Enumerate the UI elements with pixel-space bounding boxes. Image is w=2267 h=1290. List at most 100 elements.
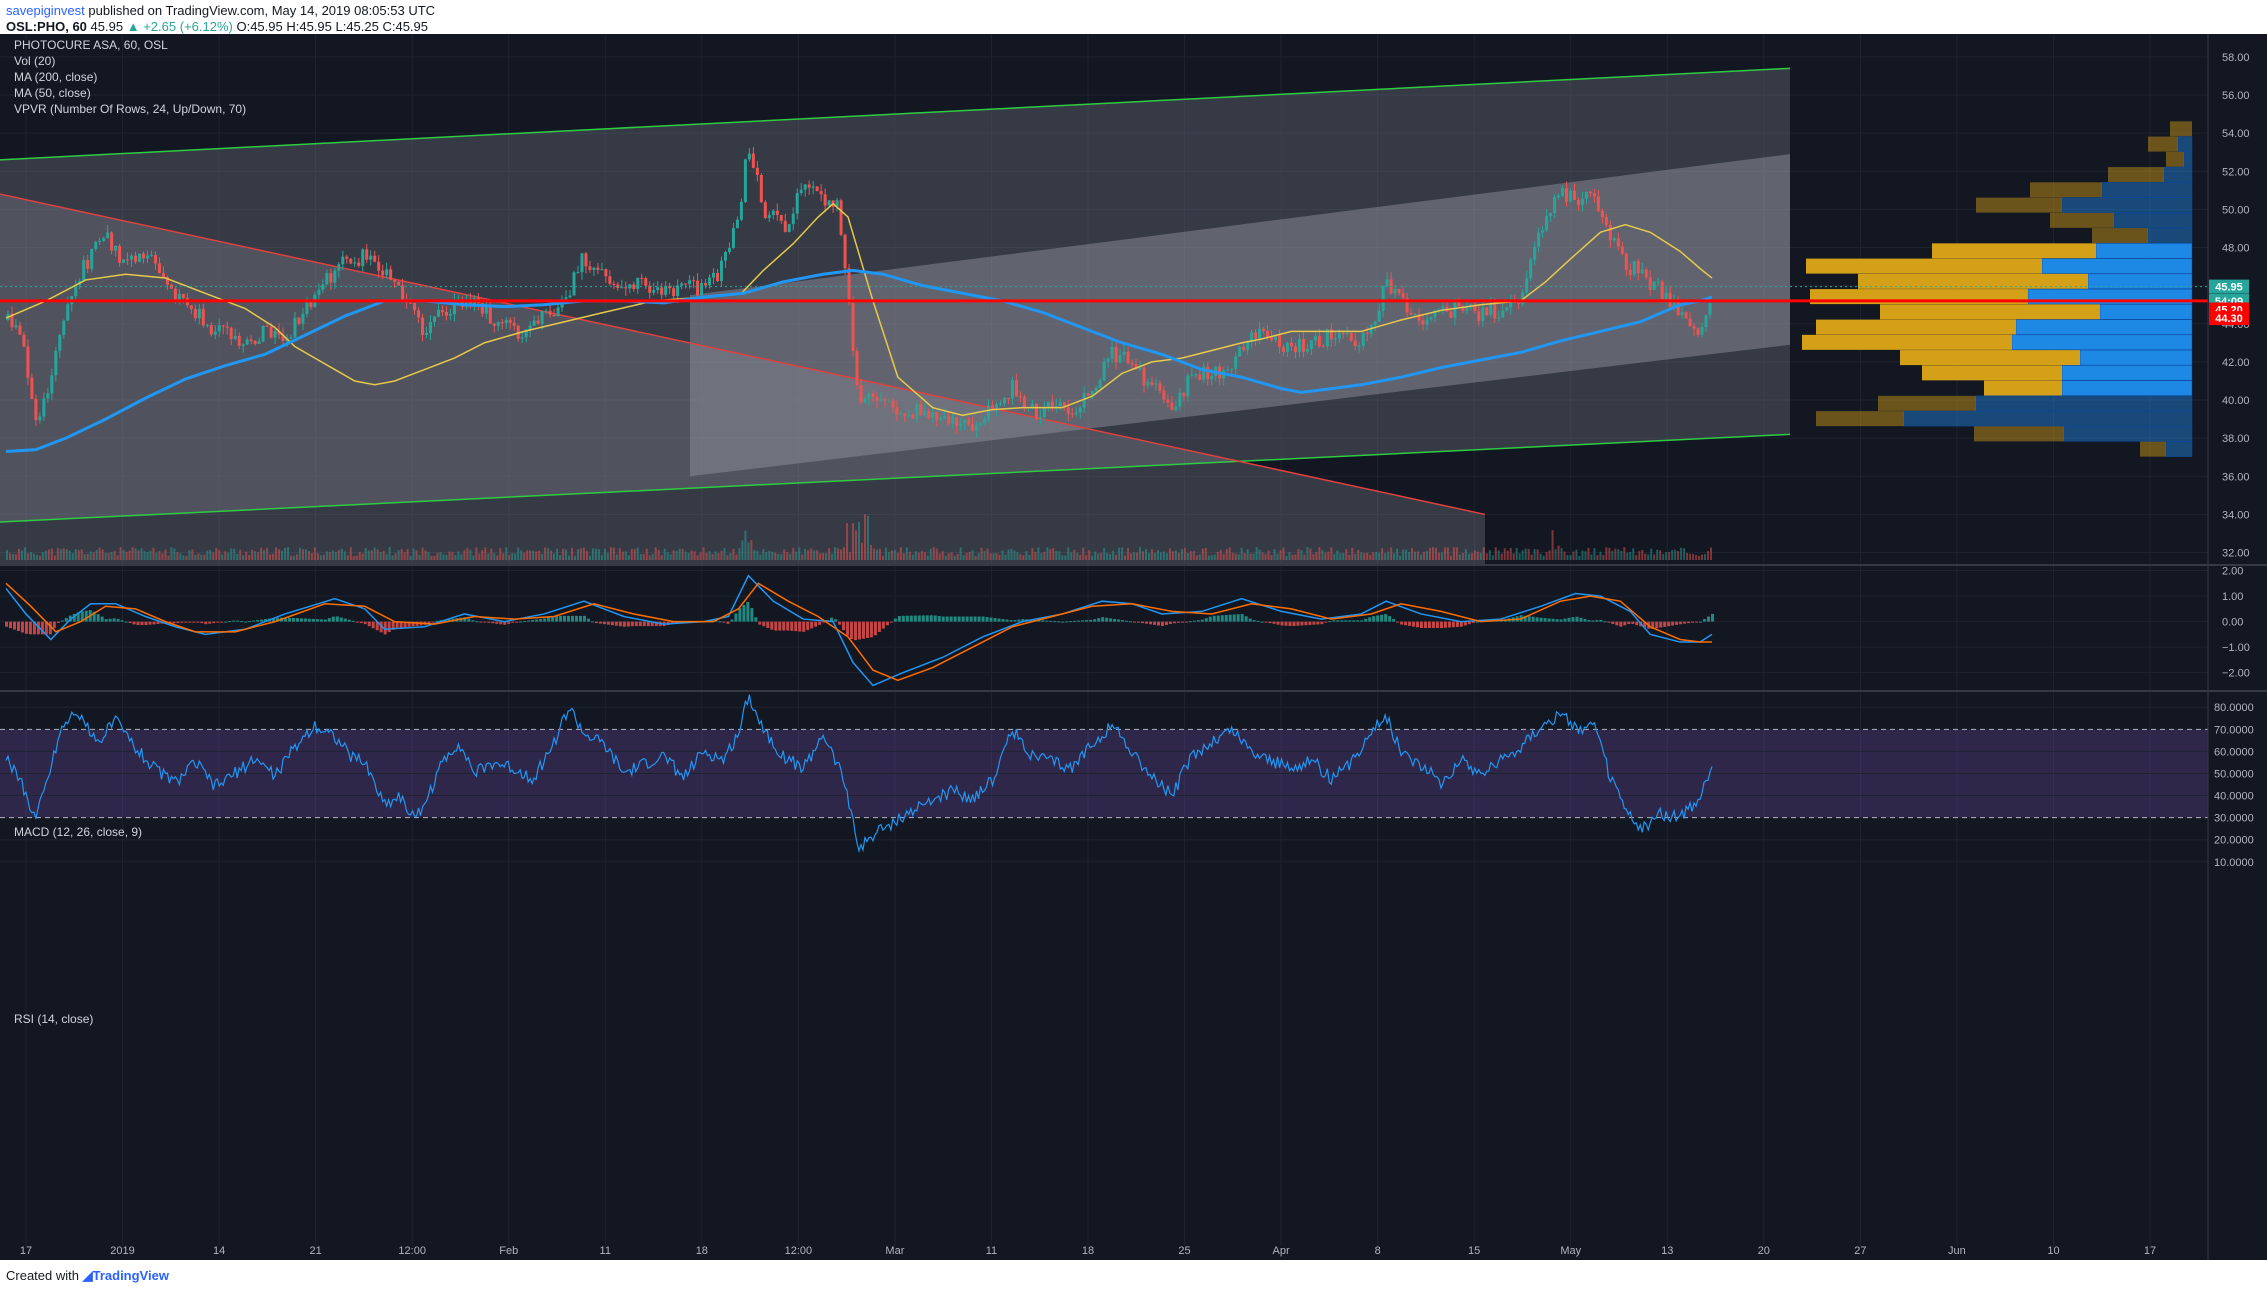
candle-body bbox=[1684, 312, 1688, 319]
candle-body bbox=[1557, 195, 1561, 198]
price-tick-label: 48.00 bbox=[2222, 243, 2250, 255]
macd-histogram-bar bbox=[734, 613, 738, 622]
candle-body bbox=[959, 423, 963, 427]
volume-bar bbox=[606, 552, 609, 560]
macd-histogram-bar bbox=[1595, 620, 1599, 622]
candle-body bbox=[847, 268, 851, 303]
chart-canvas[interactable]: 58.0056.0054.0052.0050.0048.0046.0044.00… bbox=[0, 34, 2267, 1260]
price-axes: 58.0056.0054.0052.0050.0048.0046.0044.00… bbox=[20, 52, 2254, 1257]
volume-bar bbox=[1055, 550, 1058, 560]
time-tick-label: 21 bbox=[310, 1245, 322, 1257]
volume-bar bbox=[6, 550, 8, 560]
candle-body bbox=[919, 403, 923, 416]
volume-bar bbox=[565, 549, 568, 560]
candle-body bbox=[1198, 374, 1202, 380]
volume-bar bbox=[585, 550, 588, 560]
macd-histogram-bar bbox=[594, 621, 598, 624]
volume-bar bbox=[1491, 555, 1494, 560]
volume-bar bbox=[744, 530, 747, 560]
macd-histogram-bar bbox=[1113, 618, 1117, 622]
macd-histogram-bar bbox=[1400, 621, 1404, 625]
volume-bar bbox=[1309, 548, 1312, 560]
candle-body bbox=[684, 283, 688, 285]
volume-bar bbox=[206, 550, 209, 560]
macd-histogram-bar bbox=[1451, 621, 1455, 628]
volume-bar bbox=[816, 550, 819, 560]
vpvr-up-bar bbox=[2061, 197, 2193, 213]
volume-bar bbox=[203, 554, 206, 560]
candle-body bbox=[90, 249, 94, 269]
macd-histogram-bar bbox=[1471, 621, 1475, 623]
volume-bar bbox=[795, 551, 798, 560]
macd-histogram-bar bbox=[1057, 621, 1061, 623]
volume-bar bbox=[696, 555, 699, 560]
candle-body bbox=[181, 293, 185, 299]
candle-body bbox=[1274, 335, 1278, 341]
volume-bar bbox=[678, 548, 681, 560]
macd-histogram-bar bbox=[72, 613, 76, 622]
volume-bar bbox=[421, 547, 424, 560]
candle-body bbox=[696, 280, 700, 296]
macd-histogram-bar bbox=[1427, 621, 1431, 628]
macd-histogram-bar bbox=[646, 621, 650, 627]
volume-bar bbox=[849, 552, 852, 560]
volume-bar bbox=[20, 550, 23, 560]
tradingview-brand[interactable]: TradingView bbox=[92, 1268, 169, 1283]
time-tick-label: 18 bbox=[696, 1245, 708, 1257]
macd-histogram-bar bbox=[722, 621, 726, 623]
candle-body bbox=[1401, 293, 1405, 298]
macd-histogram-bar bbox=[1467, 621, 1471, 625]
candle-body bbox=[1549, 212, 1553, 216]
candle-body bbox=[281, 334, 285, 342]
macd-histogram-bar bbox=[144, 621, 148, 626]
volume-bar bbox=[875, 549, 878, 560]
candle-body bbox=[1337, 333, 1341, 339]
macd-histogram-bar bbox=[248, 621, 252, 623]
volume-bar bbox=[687, 552, 690, 560]
volume-bar bbox=[1282, 547, 1285, 560]
volume-bar bbox=[953, 555, 956, 560]
candle-body bbox=[249, 339, 253, 341]
volume-bar bbox=[1707, 551, 1710, 560]
macd-histogram-bar bbox=[108, 618, 112, 622]
publisher-link[interactable]: savepiginvest bbox=[6, 3, 85, 18]
volume-bar bbox=[995, 553, 998, 560]
candle-body bbox=[1545, 215, 1549, 231]
macd-histogram-bar bbox=[435, 620, 439, 622]
macd-histogram-bar bbox=[399, 621, 403, 628]
macd-histogram-bar bbox=[252, 620, 256, 622]
volume-bar bbox=[1674, 549, 1677, 560]
price-tick-label: 54.00 bbox=[2222, 128, 2250, 140]
volume-bar bbox=[484, 547, 487, 560]
created-with-text: Created with bbox=[6, 1268, 79, 1283]
macd-histogram-bar bbox=[367, 621, 371, 627]
macd-histogram-bar bbox=[1141, 621, 1145, 624]
vpvr-down-bar bbox=[1806, 258, 2042, 274]
volume-bar bbox=[553, 553, 556, 560]
macd-histogram-bar bbox=[1320, 621, 1324, 625]
candle-body bbox=[1397, 289, 1401, 294]
candle-body bbox=[1122, 351, 1126, 355]
candle-body bbox=[863, 398, 867, 403]
price-tick-label: 42.00 bbox=[2222, 357, 2250, 369]
price-badge-label: 44.30 bbox=[2215, 313, 2243, 325]
candle-body bbox=[1457, 301, 1461, 307]
chart-area[interactable]: 58.0056.0054.0052.0050.0048.0046.0044.00… bbox=[0, 34, 2267, 1260]
macd-histogram-bar bbox=[790, 621, 794, 631]
macd-histogram-bar bbox=[1439, 621, 1443, 628]
volume-bar bbox=[872, 548, 875, 560]
macd-histogram-bar bbox=[427, 621, 431, 624]
candle-body bbox=[1078, 407, 1082, 413]
footer-credit: Created with ◢TradingView bbox=[6, 1268, 169, 1284]
candle-body bbox=[883, 398, 887, 402]
candle-body bbox=[1206, 366, 1210, 380]
macd-histogram-bar bbox=[1328, 621, 1332, 623]
volume-bar bbox=[397, 550, 400, 560]
volume-bar bbox=[1094, 551, 1097, 560]
volume-bar bbox=[645, 548, 648, 560]
vpvr-down-bar bbox=[1878, 395, 1976, 411]
candle-body bbox=[688, 280, 692, 285]
macd-histogram-bar bbox=[1117, 619, 1121, 622]
candle-body bbox=[1285, 342, 1289, 353]
volume-bar bbox=[547, 548, 550, 560]
